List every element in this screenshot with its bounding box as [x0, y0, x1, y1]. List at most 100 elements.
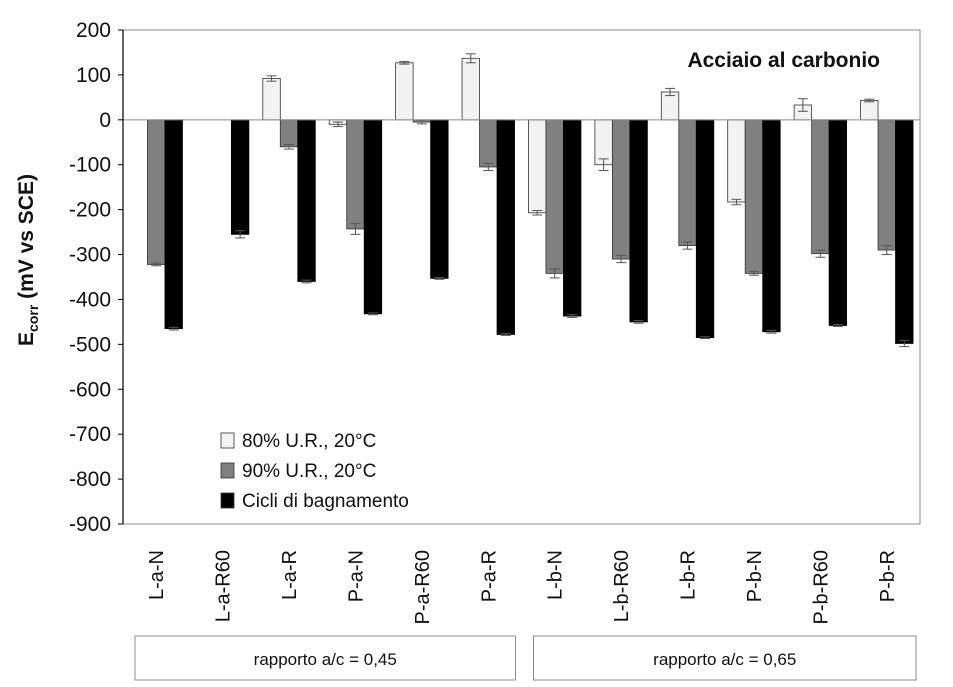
- error-bar-P-a-R-series-1: [465, 53, 476, 64]
- y-tick-label: -400: [69, 288, 111, 311]
- bar-L-a-R-series-3: [297, 119, 316, 282]
- bar-L-b-R60-series-2: [611, 119, 631, 260]
- x-tick-label-P-a-R: P-a-R: [478, 550, 500, 602]
- legend-item-3: Cicli di bagnamento: [220, 491, 409, 512]
- plot-area: [122, 29, 921, 525]
- y-axis-label: Ecorr (mV vs SCE): [15, 174, 41, 346]
- x-tick-label-L-a-R: L-a-R: [279, 550, 301, 600]
- error-bar-P-b-R60-series-3: [832, 324, 843, 327]
- bar-P-b-N-series-3: [762, 119, 781, 333]
- error-bar-P-a-R60-series-3: [434, 276, 445, 280]
- group-label: rapporto a/c = 0,65: [653, 650, 796, 669]
- bar-P-a-R60-series-3: [430, 119, 449, 279]
- legend-swatch: [220, 432, 235, 449]
- legend-swatch: [220, 492, 235, 509]
- error-bar-L-b-R-series-3: [700, 336, 711, 340]
- bar-P-b-R-series-2: [877, 119, 896, 251]
- error-bar-L-a-N-series-2: [151, 262, 162, 267]
- group-label: rapporto a/c = 0,45: [254, 650, 397, 669]
- legend: 80% U.R., 20°C 90% U.R., 20°C Cicli di bag…: [220, 431, 409, 512]
- error-bar-P-b-N-series-3: [766, 329, 777, 334]
- x-tick-label-P-b-R: P-b-R: [877, 550, 899, 602]
- bar-L-a-R-series-2: [279, 119, 299, 148]
- legend-label: Cicli di bagnamento: [242, 491, 409, 512]
- error-bar-L-a-R60-series-3: [235, 230, 246, 239]
- error-bar-P-b-R-series-3: [899, 339, 910, 348]
- x-tick-label-L-b-R: L-b-R: [678, 550, 700, 600]
- error-bar-P-b-R-series-1: [864, 98, 875, 103]
- legend-label: 90% U.R., 20°C: [242, 461, 376, 482]
- error-bar-L-b-R60-series-2: [616, 254, 627, 264]
- error-bar-P-b-R60-series-2: [815, 249, 826, 258]
- y-tick-label: -900: [69, 513, 111, 536]
- error-bar-P-a-R60-series-1: [399, 60, 410, 65]
- x-tick-label-L-a-R60: L-a-R60: [213, 550, 235, 622]
- y-tick-label: 200: [76, 19, 111, 42]
- x-tick-label-P-b-R60: P-b-R60: [810, 550, 832, 624]
- error-bar-P-a-N-series-2: [350, 223, 361, 235]
- bar-P-a-R-series-1: [461, 57, 480, 121]
- error-bar-P-a-R-series-3: [500, 333, 511, 336]
- error-bar-L-b-R60-series-3: [633, 320, 644, 324]
- error-bar-P-b-N-series-2: [748, 271, 759, 276]
- x-tick-label-P-a-N: P-a-N: [345, 550, 367, 602]
- y-tick-label: -800: [69, 468, 111, 491]
- group-box-2: rapporto a/c = 0,65: [533, 635, 917, 681]
- bar-P-a-R-series-2: [479, 119, 498, 168]
- bar-L-b-N-series-2: [545, 119, 564, 274]
- bars-layer: [147, 57, 914, 344]
- y-tick-label: -100: [69, 154, 111, 177]
- plot-frame-layer: [122, 29, 921, 525]
- y-axis-label-rest: (mV vs SCE): [15, 174, 38, 305]
- y-tick-label: 100: [76, 64, 111, 87]
- error-bar-P-a-N-series-3: [367, 312, 378, 316]
- legend-item-2: 90% U.R., 20°C: [220, 461, 376, 482]
- x-tick-label-L-a-N: L-a-N: [146, 550, 168, 600]
- group-labels: rapporto a/c = 0,45 rapporto a/c = 0,65: [134, 635, 917, 681]
- bar-L-b-R-series-3: [695, 119, 715, 339]
- error-bar-L-b-N-series-1: [532, 210, 543, 216]
- bar-P-b-R60-series-3: [828, 119, 848, 326]
- legend-label: 80% U.R., 20°C: [242, 431, 376, 452]
- bar-P-a-N-series-3: [363, 119, 383, 315]
- bar-P-a-R60-series-1: [395, 62, 414, 121]
- y-axis-label-main: E: [15, 332, 38, 346]
- error-bar-P-b-R60-series-1: [797, 98, 808, 112]
- y-tick-label: -300: [69, 244, 111, 267]
- error-bar-L-b-R60-series-1: [598, 158, 609, 172]
- bar-L-a-N-series-2: [147, 119, 166, 265]
- group-box-1: rapporto a/c = 0,45: [134, 635, 516, 681]
- x-tick-label-L-b-N: L-b-N: [545, 550, 567, 600]
- y-tick-label: 0: [99, 109, 111, 132]
- y-tick-label: -700: [69, 423, 111, 446]
- error-bar-P-b-R-series-2: [881, 245, 892, 256]
- bar-P-a-R-series-3: [496, 119, 515, 335]
- error-bar-L-b-N-series-3: [567, 314, 578, 318]
- y-axis-label-sub: corr: [25, 304, 41, 332]
- bar-L-a-N-series-3: [164, 119, 183, 330]
- bar-P-a-N-series-2: [346, 119, 365, 230]
- bar-L-b-N-series-3: [563, 119, 582, 317]
- error-bar-L-a-N-series-3: [168, 326, 179, 331]
- bar-P-b-N-series-1: [727, 119, 746, 203]
- legend-swatch: [220, 462, 235, 479]
- legend-item-1: 80% U.R., 20°C: [220, 431, 376, 452]
- bar-L-b-R-series-1: [660, 91, 680, 121]
- y-tick-label: -200: [69, 199, 111, 222]
- axes-layer: 200 100 0 -100 -200 -300 -400 -500 -600 -700 -800 -…: [69, 19, 920, 624]
- y-tick-label: -500: [69, 333, 111, 356]
- error-bar-P-a-N-series-1: [332, 121, 343, 128]
- error-bar-L-a-R-series-2: [284, 144, 295, 150]
- error-bar-P-b-N-series-1: [731, 198, 742, 206]
- error-bar-L-b-N-series-2: [549, 268, 560, 279]
- y-tick-label: -600: [69, 378, 111, 401]
- bar-L-b-R-series-2: [678, 119, 697, 246]
- bar-L-b-N-series-1: [528, 119, 547, 214]
- bar-P-b-N-series-2: [744, 119, 764, 274]
- chart-title: Acciaio al carbonio: [687, 49, 880, 72]
- bar-L-a-R-series-1: [262, 78, 281, 121]
- bar-P-b-R-series-3: [895, 119, 914, 344]
- x-tick-label-P-b-N: P-b-N: [744, 550, 766, 602]
- error-bar-L-a-R-series-3: [301, 279, 312, 284]
